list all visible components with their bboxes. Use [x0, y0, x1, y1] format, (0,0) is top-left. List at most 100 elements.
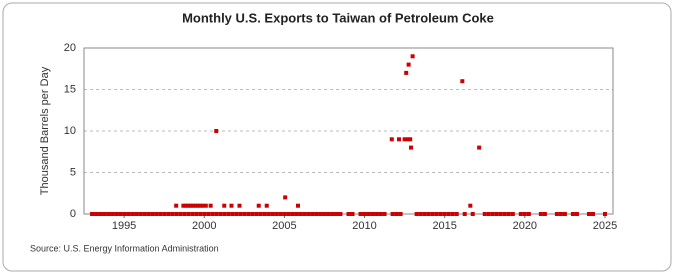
point: [602, 212, 607, 216]
point: [178, 212, 183, 216]
point: [238, 212, 243, 216]
point: [130, 212, 135, 216]
point: [258, 212, 263, 216]
point: [438, 212, 443, 216]
point: [358, 212, 363, 216]
point: [186, 212, 191, 216]
point: [382, 212, 387, 216]
point: [410, 54, 415, 59]
point: [570, 212, 575, 216]
point: [262, 212, 267, 216]
point: [405, 137, 410, 142]
y-tick-label: 20: [64, 42, 76, 54]
point: [294, 212, 299, 216]
point: [586, 212, 591, 216]
point: [230, 212, 235, 216]
point: [186, 203, 191, 208]
point: [502, 212, 507, 216]
point: [422, 212, 427, 216]
point: [106, 212, 111, 216]
point: [477, 145, 482, 150]
point: [322, 212, 327, 216]
point: [542, 212, 547, 216]
point: [166, 212, 171, 216]
point: [522, 212, 527, 216]
point: [362, 212, 367, 216]
point: [498, 212, 503, 216]
point: [126, 212, 131, 216]
y-tick-label: 15: [64, 83, 76, 95]
point: [214, 212, 219, 216]
point: [462, 212, 467, 216]
point: [162, 212, 167, 216]
point: [237, 203, 242, 208]
point: [234, 212, 239, 216]
point: [182, 212, 187, 216]
point: [114, 212, 119, 216]
point: [190, 212, 195, 216]
point: [222, 212, 227, 216]
point: [150, 212, 155, 216]
point: [298, 212, 303, 216]
source-note: Source: U.S. Energy Information Administ…: [30, 243, 219, 253]
point: [468, 203, 473, 208]
point: [206, 212, 211, 216]
point: [574, 212, 579, 216]
point: [350, 212, 355, 216]
y-tick-label: 0: [70, 208, 76, 220]
x-tick-label: 2025: [593, 220, 617, 232]
point: [370, 212, 375, 216]
point: [409, 145, 414, 150]
point: [282, 212, 287, 216]
point: [174, 212, 179, 216]
point: [494, 212, 499, 216]
point: [264, 203, 269, 208]
point: [198, 212, 203, 216]
point: [378, 212, 383, 216]
y-axis-label: Thousand Barrels per Day: [39, 66, 51, 195]
point: [274, 212, 279, 216]
point: [254, 212, 259, 216]
point: [402, 137, 407, 142]
x-tick-label: 2005: [272, 220, 296, 232]
point: [334, 212, 339, 216]
y-tick-label: 5: [70, 166, 76, 178]
point: [450, 212, 455, 216]
point: [250, 212, 255, 216]
point: [229, 203, 234, 208]
point: [202, 212, 207, 216]
point: [562, 212, 567, 216]
x-tick-label: 2015: [432, 220, 456, 232]
point: [200, 203, 205, 208]
point: [218, 212, 223, 216]
point: [414, 212, 419, 216]
point: [590, 212, 595, 216]
chart-title: Monthly U.S. Exports to Taiwan of Petrol…: [182, 10, 494, 25]
point: [102, 212, 107, 216]
point: [296, 203, 301, 208]
point: [326, 212, 331, 216]
point: [510, 212, 515, 216]
point: [94, 212, 99, 216]
point: [208, 203, 213, 208]
point: [394, 212, 399, 216]
point: [210, 212, 215, 216]
point: [110, 212, 115, 216]
point: [538, 212, 543, 216]
point: [154, 212, 159, 216]
point: [490, 212, 495, 216]
point: [226, 212, 231, 216]
point: [266, 212, 271, 216]
point: [246, 212, 251, 216]
point: [118, 212, 123, 216]
point: [454, 212, 459, 216]
point: [408, 137, 413, 142]
point: [222, 203, 227, 208]
point: [194, 212, 199, 216]
y-tick-label: 10: [64, 125, 76, 137]
point: [158, 212, 163, 216]
point: [174, 203, 179, 208]
point: [214, 129, 219, 133]
point: [558, 212, 563, 216]
